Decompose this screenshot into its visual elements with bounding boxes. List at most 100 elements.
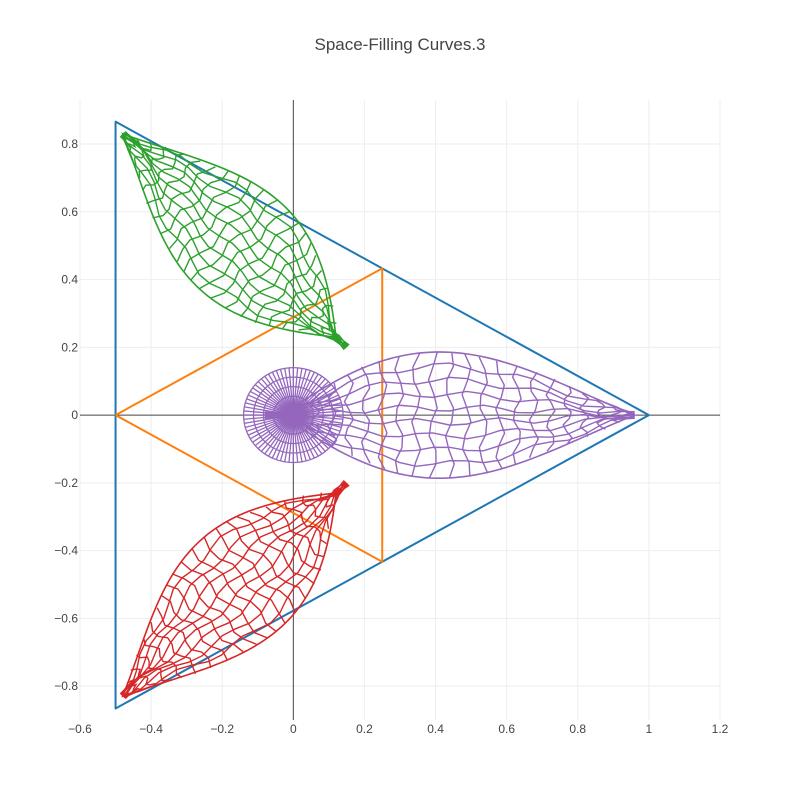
y-tick-label: −0.2 bbox=[54, 476, 78, 490]
lobe-outline bbox=[264, 351, 637, 479]
lobe-mesh-line bbox=[254, 255, 317, 324]
lobe-mesh-line bbox=[165, 584, 244, 653]
grid-layer bbox=[79, 100, 721, 720]
x-tick-label: 0.4 bbox=[427, 722, 444, 736]
lobe-mesh-line bbox=[123, 481, 347, 699]
lobe-mesh-line bbox=[264, 390, 635, 420]
y-tick-label: 0.4 bbox=[61, 273, 78, 287]
lobe-mesh-line bbox=[180, 560, 268, 639]
lobe-mesh-line bbox=[264, 411, 635, 440]
lobe-mesh-line bbox=[377, 360, 388, 470]
x-tick-label: 0.8 bbox=[569, 722, 586, 736]
center-ring bbox=[272, 395, 314, 435]
x-tick-label: 1.2 bbox=[712, 722, 729, 736]
lobe-outline bbox=[121, 482, 348, 698]
series-line bbox=[115, 267, 384, 563]
y-tick-label: −0.8 bbox=[54, 679, 78, 693]
lobe-mesh-line bbox=[411, 353, 422, 477]
lobe-mesh-line bbox=[191, 548, 277, 633]
series-layer bbox=[114, 120, 650, 710]
lobe-mesh-line bbox=[264, 412, 635, 426]
center-ring bbox=[242, 367, 344, 464]
lobe-mesh-line bbox=[122, 481, 347, 698]
lobe-mesh-line bbox=[264, 376, 635, 419]
lobe-mesh-line bbox=[333, 489, 340, 496]
lobe-mesh-line bbox=[298, 304, 334, 331]
lobe-mesh-line bbox=[264, 362, 636, 418]
center-ring bbox=[282, 404, 304, 426]
lobe-mesh-line bbox=[203, 536, 286, 624]
lobe-mesh-line bbox=[240, 242, 312, 318]
lobe-mesh-line bbox=[528, 371, 540, 459]
lobe-mesh-line bbox=[611, 407, 625, 423]
lobe-mesh-line bbox=[495, 360, 506, 470]
center-spoke bbox=[243, 410, 343, 420]
y-tick-label: 0.6 bbox=[61, 205, 78, 219]
lobe-mesh-line bbox=[120, 134, 349, 347]
x-tick-label: 0.6 bbox=[498, 722, 515, 736]
curve-lobe bbox=[119, 131, 350, 351]
chart-title: Space-Filling Curves.3 bbox=[314, 35, 485, 54]
lobe-mesh-line bbox=[190, 199, 278, 281]
y-tick-label: 0.2 bbox=[61, 340, 78, 354]
lobe-mesh-line bbox=[595, 400, 607, 430]
lobe-mesh-line bbox=[120, 483, 349, 696]
curve-lobe bbox=[119, 480, 350, 700]
lobe-mesh-line bbox=[123, 132, 347, 349]
lobe-mesh-line bbox=[444, 352, 455, 479]
lobe-mesh-line bbox=[265, 506, 325, 558]
lobe-mesh-line bbox=[225, 520, 306, 599]
y-tick-label: −0.4 bbox=[54, 544, 78, 558]
x-tick-label: −0.6 bbox=[68, 722, 92, 736]
lobe-mesh-line bbox=[333, 334, 340, 341]
y-tick-label: −0.6 bbox=[54, 611, 78, 625]
lobe-mesh-line bbox=[360, 366, 371, 464]
lobe-mesh-line bbox=[121, 133, 349, 347]
lobe-mesh-line bbox=[133, 141, 153, 166]
lobe-mesh-line bbox=[236, 516, 315, 585]
lobe-mesh-line bbox=[146, 160, 201, 204]
lobe-mesh-line bbox=[124, 480, 345, 700]
lobe-mesh-line bbox=[545, 378, 556, 452]
lobe-mesh-line bbox=[183, 188, 265, 272]
lobe-mesh-line bbox=[124, 131, 345, 351]
x-tick-label: 0 bbox=[290, 722, 297, 736]
lobe-mesh-line bbox=[119, 484, 350, 695]
lobe-outline bbox=[121, 132, 348, 348]
lobe-mesh-line bbox=[130, 668, 156, 686]
lobe-mesh-line bbox=[249, 511, 322, 571]
lobe-mesh-line bbox=[268, 270, 323, 327]
lobe-mesh-line bbox=[120, 134, 349, 347]
lobe-mesh-line bbox=[124, 131, 346, 350]
lobe-mesh-line bbox=[210, 221, 300, 299]
x-tick-label: −0.4 bbox=[139, 722, 163, 736]
lobe-mesh-line bbox=[171, 573, 257, 645]
lobe-mesh-line bbox=[301, 495, 330, 529]
y-tick-label: 0 bbox=[71, 408, 78, 422]
lobe-mesh-line bbox=[215, 527, 296, 613]
tick-labels: −0.6 −0.4 −0.2 0 0.2 0.4 0.6 0.8 1 1.2 −0.8 −0.6 −0.… bbox=[54, 137, 728, 736]
lobe-mesh-line bbox=[123, 132, 346, 350]
y-tick-label: 0.8 bbox=[61, 137, 78, 151]
x-tick-label: 1 bbox=[646, 722, 653, 736]
lobe-mesh-line bbox=[150, 622, 197, 674]
lobe-mesh-line bbox=[511, 365, 522, 465]
center-ring bbox=[262, 385, 324, 445]
lobe-mesh-line bbox=[168, 174, 241, 250]
center-ring bbox=[252, 376, 334, 454]
lobe-mesh-line bbox=[394, 356, 405, 474]
x-tick-label: 0.2 bbox=[356, 722, 373, 736]
lobe-mesh-line bbox=[160, 170, 229, 235]
lobe-mesh-line bbox=[343, 373, 355, 456]
lobe-mesh-line bbox=[123, 480, 346, 698]
center-cluster bbox=[242, 367, 344, 464]
x-tick-label: −0.2 bbox=[210, 722, 234, 736]
lobe-mesh-line bbox=[225, 232, 307, 309]
lobe-mesh-line bbox=[121, 483, 348, 696]
lobe-mesh-line bbox=[199, 210, 291, 290]
lobe-mesh-line bbox=[119, 135, 350, 346]
lobe-mesh-line bbox=[478, 356, 489, 474]
lobe-mesh-line bbox=[264, 411, 635, 468]
